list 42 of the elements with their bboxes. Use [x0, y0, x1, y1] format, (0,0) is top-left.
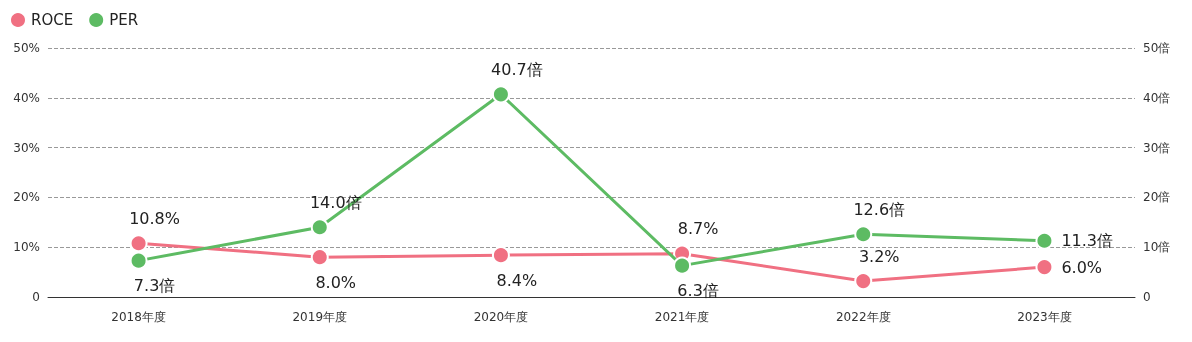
- x-tick-label: 2022年度: [835, 310, 891, 324]
- x-tick-label: 2020年度: [473, 310, 529, 324]
- y-tick-label: 40%: [13, 90, 40, 105]
- point: [129, 251, 148, 270]
- point: [1035, 231, 1054, 250]
- legend-label: ROCE: [31, 11, 74, 29]
- data-label: 8.7%: [677, 219, 719, 239]
- y-tick-label: 30%: [13, 140, 40, 155]
- data-label: 10.8%: [129, 208, 180, 228]
- x-tick-label: 2021年度: [654, 310, 710, 324]
- data-label: 8.0%: [315, 272, 357, 292]
- y2-tick-label: 30倍: [1143, 140, 1171, 155]
- point: [854, 272, 873, 291]
- data-label: 40.7倍: [491, 59, 543, 79]
- point: [491, 246, 510, 265]
- point: [1035, 258, 1054, 277]
- x-tick-label: 2019年度: [292, 310, 348, 324]
- y2-tick-label: 20倍: [1143, 190, 1171, 205]
- data-label: 6.3倍: [677, 281, 719, 301]
- data-label: 8.4%: [496, 270, 538, 290]
- y-tick-label: 20%: [13, 190, 40, 205]
- data-label: 6.0%: [1061, 257, 1103, 277]
- point: [854, 225, 873, 244]
- point: [310, 218, 329, 237]
- point: [491, 85, 510, 104]
- point: [129, 234, 148, 253]
- y-tick-label: 0: [32, 290, 40, 304]
- y2-tick-label: 0: [1143, 290, 1151, 304]
- point: [310, 248, 329, 267]
- y-tick-label: 10%: [13, 240, 40, 255]
- data-label: 11.3倍: [1061, 231, 1114, 251]
- y-tick-label: 50%: [13, 41, 40, 55]
- x-tick-label: 2023年度: [1017, 310, 1072, 324]
- data-label: 12.6倍: [853, 199, 906, 219]
- point: [673, 256, 692, 275]
- y2-tick-label: 40倍: [1143, 90, 1171, 105]
- x-tick-label: 2018年度: [111, 310, 166, 324]
- data-label: 7.3倍: [133, 276, 176, 296]
- y2-tick-label: 10倍: [1143, 240, 1171, 255]
- data-label: 3.2%: [858, 246, 900, 266]
- y2-tick-label: 50倍: [1143, 41, 1171, 55]
- legend-label: PER: [109, 11, 139, 29]
